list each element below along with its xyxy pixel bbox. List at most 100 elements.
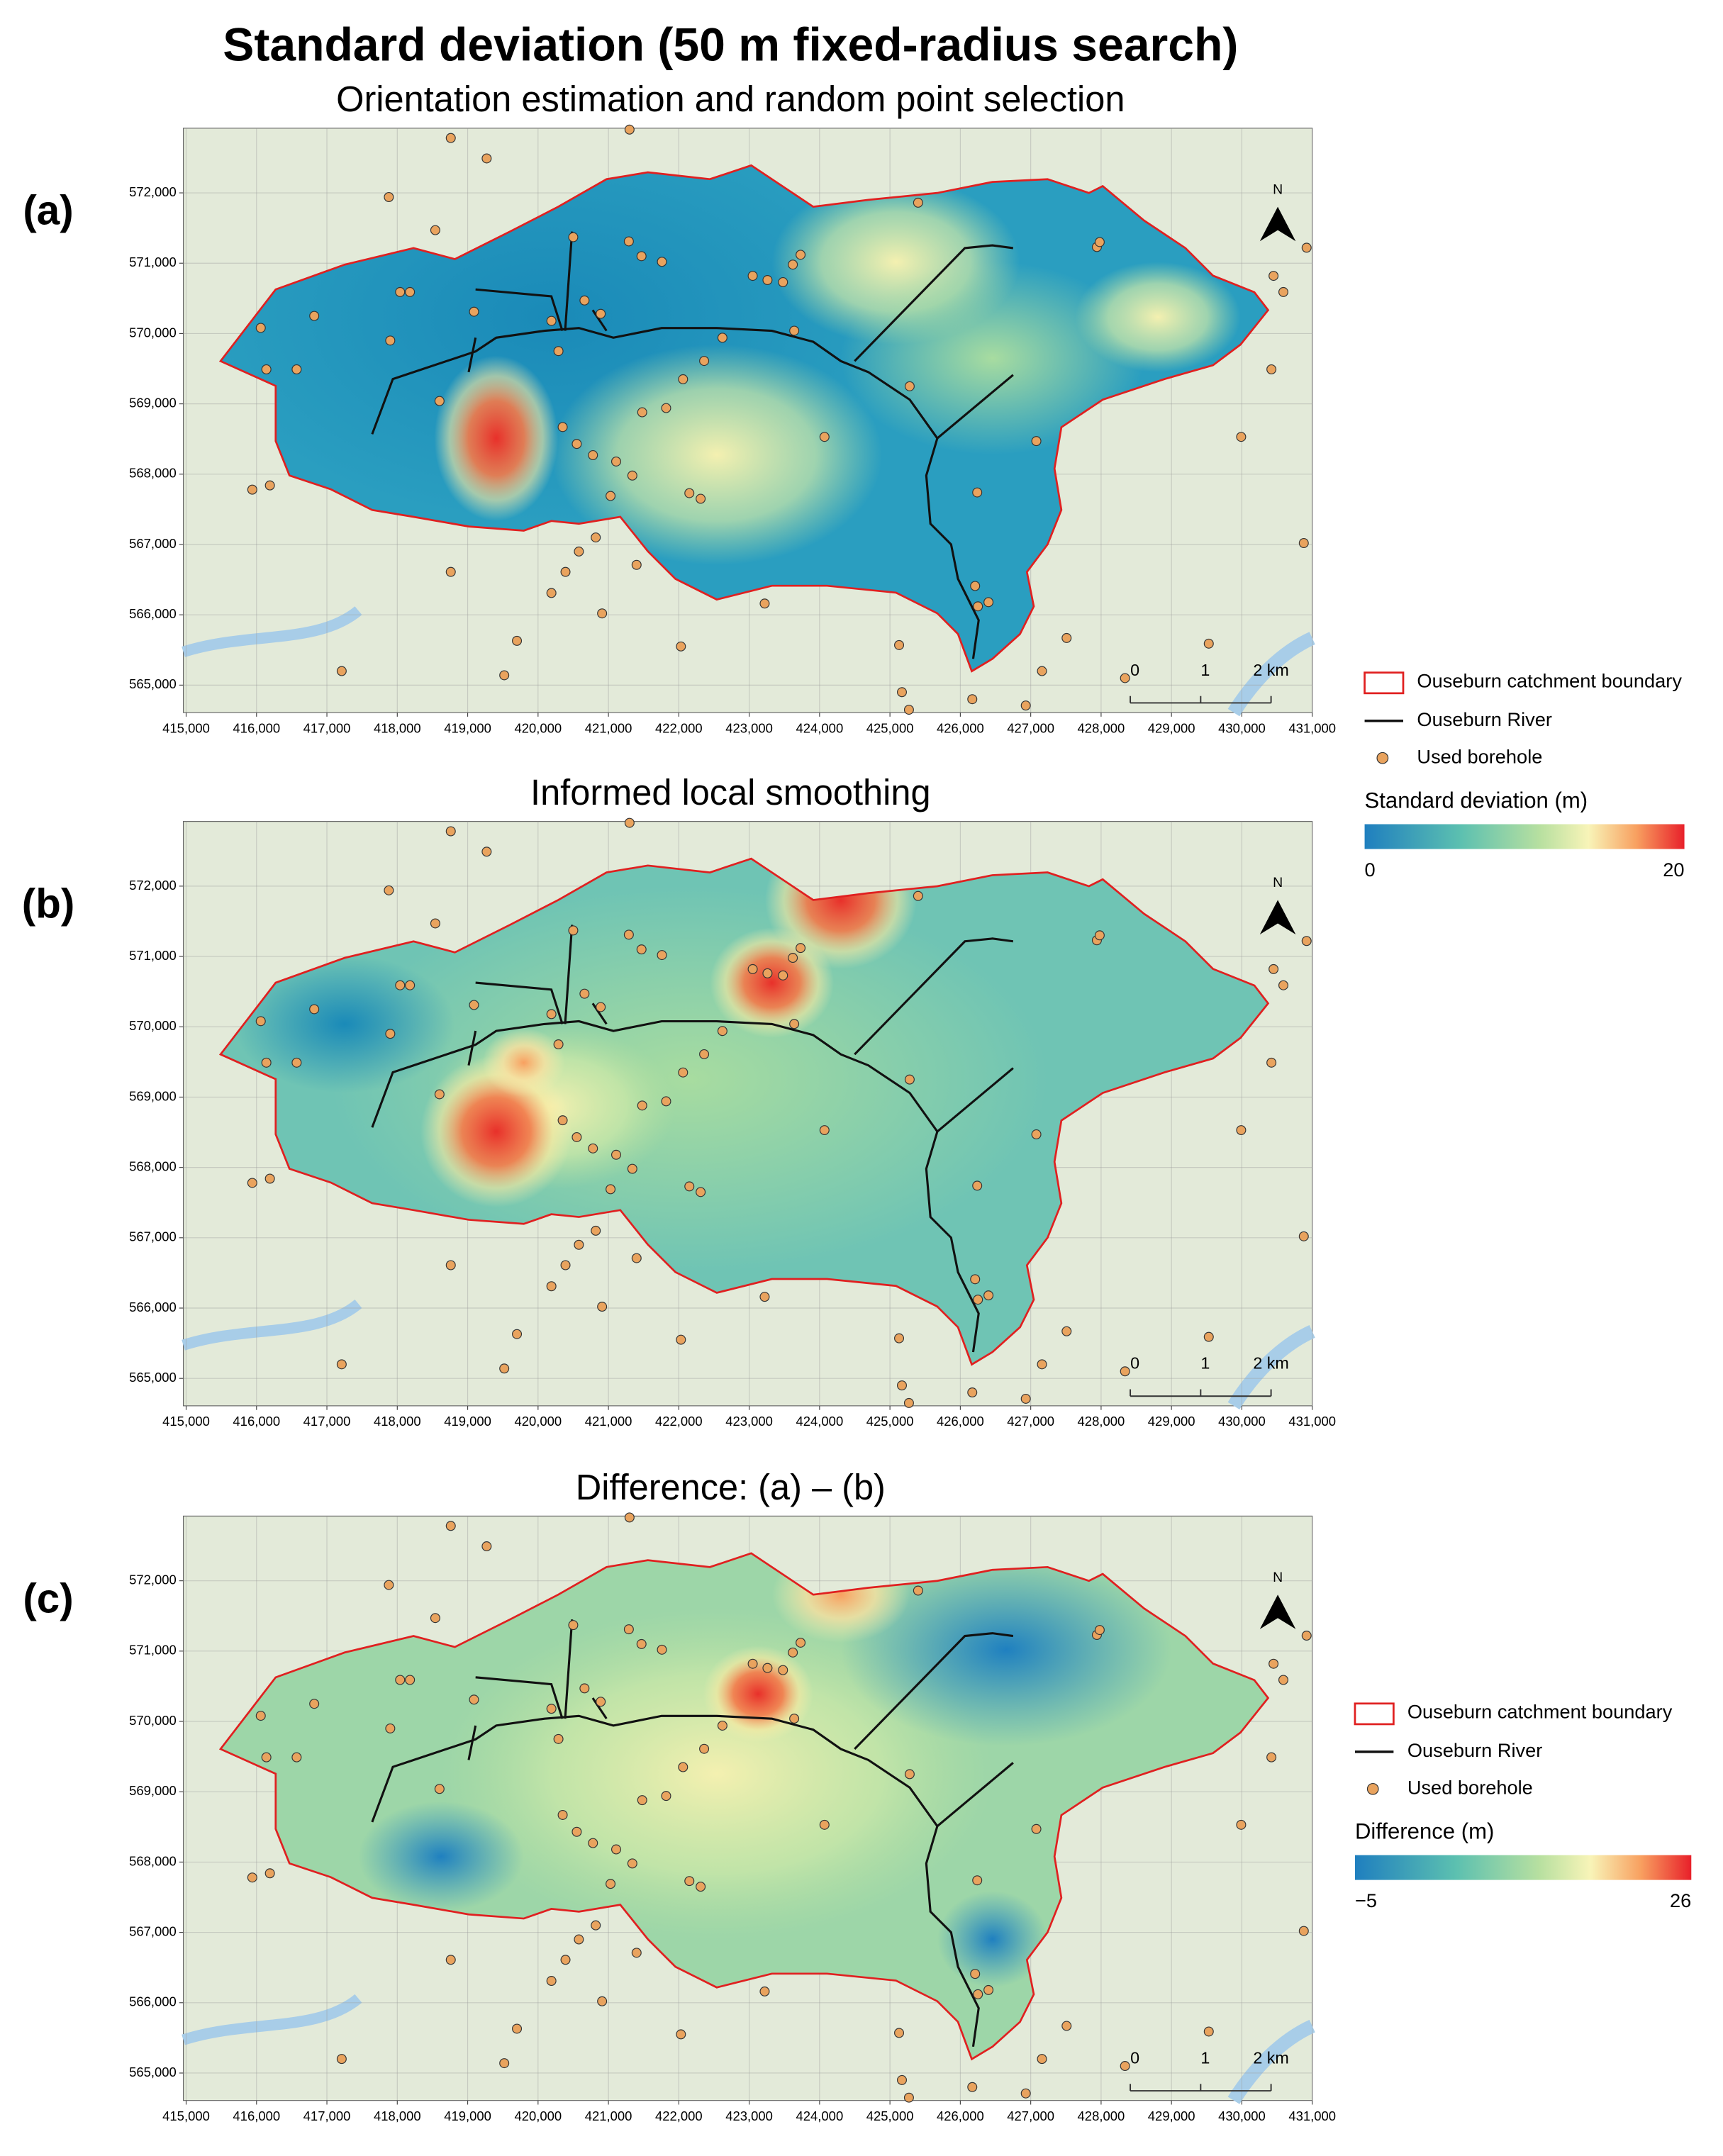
- borehole: [970, 1969, 981, 1979]
- x-tick-label: 427,000: [1007, 1414, 1054, 1429]
- river: [371, 1020, 980, 1353]
- borehole: [661, 403, 671, 413]
- river: [475, 1676, 564, 1719]
- borehole: [574, 1934, 584, 1945]
- river: [854, 244, 1014, 362]
- borehole: [1266, 364, 1277, 375]
- x-tick-label: 415,000: [162, 1414, 210, 1429]
- borehole: [623, 929, 634, 940]
- y-tick-label: 571,000: [129, 1643, 177, 1658]
- borehole: [1061, 632, 1072, 643]
- borehole: [717, 333, 727, 343]
- x-tick-label: 420,000: [514, 1414, 562, 1429]
- borehole: [678, 1067, 688, 1078]
- colorbar-tick-label: 0: [1365, 859, 1376, 881]
- borehole: [631, 1948, 642, 1958]
- borehole: [546, 588, 557, 598]
- river: [854, 937, 1014, 1056]
- borehole: [1061, 1326, 1072, 1336]
- x-tick-label: 427,000: [1007, 2108, 1054, 2123]
- borehole: [1236, 1125, 1247, 1136]
- borehole: [611, 1844, 622, 1855]
- borehole: [657, 1644, 667, 1655]
- borehole: [676, 1334, 686, 1345]
- borehole: [788, 953, 798, 964]
- borehole: [637, 407, 647, 418]
- borehole: [512, 1329, 523, 1339]
- borehole: [291, 364, 302, 375]
- river: [475, 981, 564, 1024]
- borehole: [434, 1784, 445, 1794]
- borehole: [676, 2029, 686, 2040]
- borehole: [264, 1868, 275, 1879]
- y-tick-label: 571,000: [129, 948, 177, 963]
- x-tick-label: 425,000: [866, 2108, 914, 2123]
- borehole: [546, 1976, 557, 1987]
- borehole: [624, 1512, 635, 1523]
- tyne-river: [182, 1994, 362, 2045]
- x-tick-label: 429,000: [1148, 720, 1195, 735]
- x-tick-label: 424,000: [796, 2108, 844, 2123]
- panel-label: (a): [23, 188, 73, 234]
- borehole: [557, 1115, 568, 1126]
- borehole: [759, 1292, 770, 1302]
- borehole: [684, 1181, 695, 1192]
- borehole: [591, 1920, 601, 1931]
- x-tick-label: 420,000: [514, 2108, 562, 2123]
- x-tick-label: 431,000: [1288, 1414, 1336, 1429]
- borehole: [261, 1752, 272, 1763]
- legend-boundary-swatch: [1364, 671, 1405, 695]
- borehole: [1120, 1366, 1130, 1377]
- borehole: [631, 1253, 642, 1263]
- borehole: [597, 1302, 608, 1312]
- borehole: [1268, 964, 1279, 974]
- borehole: [897, 1380, 907, 1391]
- borehole: [1203, 638, 1214, 649]
- borehole: [904, 1769, 915, 1780]
- borehole: [553, 1733, 564, 1744]
- borehole: [627, 1858, 637, 1869]
- x-tick-label: 418,000: [374, 2108, 421, 2123]
- surface-blob: [937, 1891, 1048, 1988]
- borehole: [636, 251, 647, 262]
- borehole: [696, 1882, 706, 1892]
- borehole: [499, 2058, 510, 2069]
- borehole: [591, 1225, 601, 1236]
- x-tick-label: 419,000: [444, 1414, 491, 1429]
- borehole: [591, 532, 601, 543]
- borehole: [574, 546, 584, 557]
- x-tick-label: 430,000: [1218, 1414, 1266, 1429]
- borehole: [1301, 242, 1312, 253]
- x-tick-label: 424,000: [796, 1414, 844, 1429]
- panel-title: Difference: (a) – (b): [576, 1467, 886, 1507]
- borehole: [1120, 2061, 1130, 2072]
- x-tick-label: 423,000: [725, 1414, 773, 1429]
- borehole: [597, 608, 608, 619]
- borehole: [1020, 2088, 1031, 2099]
- x-tick-label: 425,000: [866, 1414, 914, 1429]
- y-tick-label: 571,000: [129, 255, 177, 269]
- river: [936, 1762, 1014, 1827]
- borehole: [1094, 930, 1105, 941]
- colorbar: [1354, 1855, 1692, 1880]
- borehole: [762, 275, 773, 286]
- borehole: [631, 559, 642, 570]
- x-tick-label: 431,000: [1288, 720, 1336, 735]
- borehole: [904, 1074, 915, 1085]
- borehole: [553, 1039, 564, 1050]
- borehole: [385, 1723, 396, 1733]
- river: [475, 288, 564, 332]
- borehole: [778, 1665, 788, 1675]
- borehole: [405, 980, 416, 990]
- legend-label: Used borehole: [1407, 1776, 1533, 1798]
- borehole: [1298, 1926, 1309, 1936]
- panel-title: Orientation estimation and random point …: [336, 79, 1125, 119]
- borehole: [913, 1585, 923, 1596]
- borehole: [1037, 666, 1047, 676]
- y-tick-label: 570,000: [129, 1713, 177, 1728]
- borehole: [1298, 538, 1309, 549]
- catchment-boundary: [218, 857, 1270, 1366]
- borehole: [684, 1876, 695, 1887]
- tyne-river: [1227, 2019, 1315, 2104]
- borehole: [796, 1637, 806, 1648]
